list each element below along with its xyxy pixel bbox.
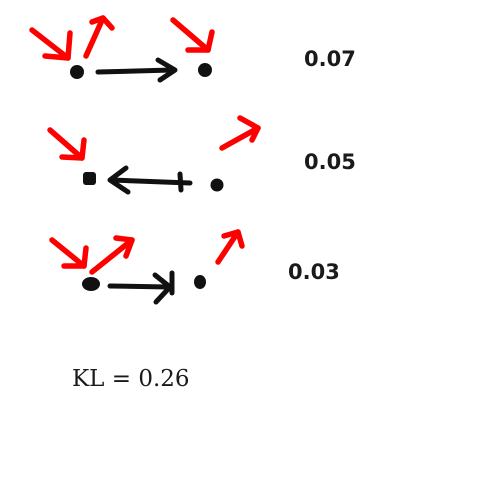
row-3-node-right xyxy=(194,275,206,289)
row-1-red-arrow-in-right xyxy=(170,17,215,53)
row-3-node-left xyxy=(82,277,100,291)
row-1-diagram xyxy=(29,15,215,83)
kl-summary: KL = 0.26 xyxy=(72,366,190,392)
row-2-red-arrow-out-right xyxy=(219,115,261,151)
row-3-red-arrow-out-right xyxy=(215,229,245,265)
row-3-red-arrow-out-left xyxy=(89,235,135,275)
row-1-value: 0.07 xyxy=(304,47,356,71)
row-1-red-arrow-out-left xyxy=(83,15,115,59)
row-2-black-arrow-left xyxy=(107,165,193,195)
row-2-red-arrow-in-left xyxy=(47,127,87,161)
row-1-node-left xyxy=(70,65,84,79)
row-3-diagram xyxy=(49,229,245,305)
row-3-value: 0.03 xyxy=(288,260,340,284)
row-1-red-arrow-in-left xyxy=(29,27,73,61)
row-3-black-arrow-right xyxy=(107,270,175,305)
row-2-node-right xyxy=(210,178,224,192)
row-2-node-left xyxy=(83,172,96,185)
row-3-red-arrow-in-left xyxy=(49,237,89,269)
row-1-black-arrow-right xyxy=(95,57,178,83)
row-2-diagram xyxy=(47,115,261,195)
row-1-node-right xyxy=(198,63,212,77)
row-2-value: 0.05 xyxy=(304,150,356,174)
